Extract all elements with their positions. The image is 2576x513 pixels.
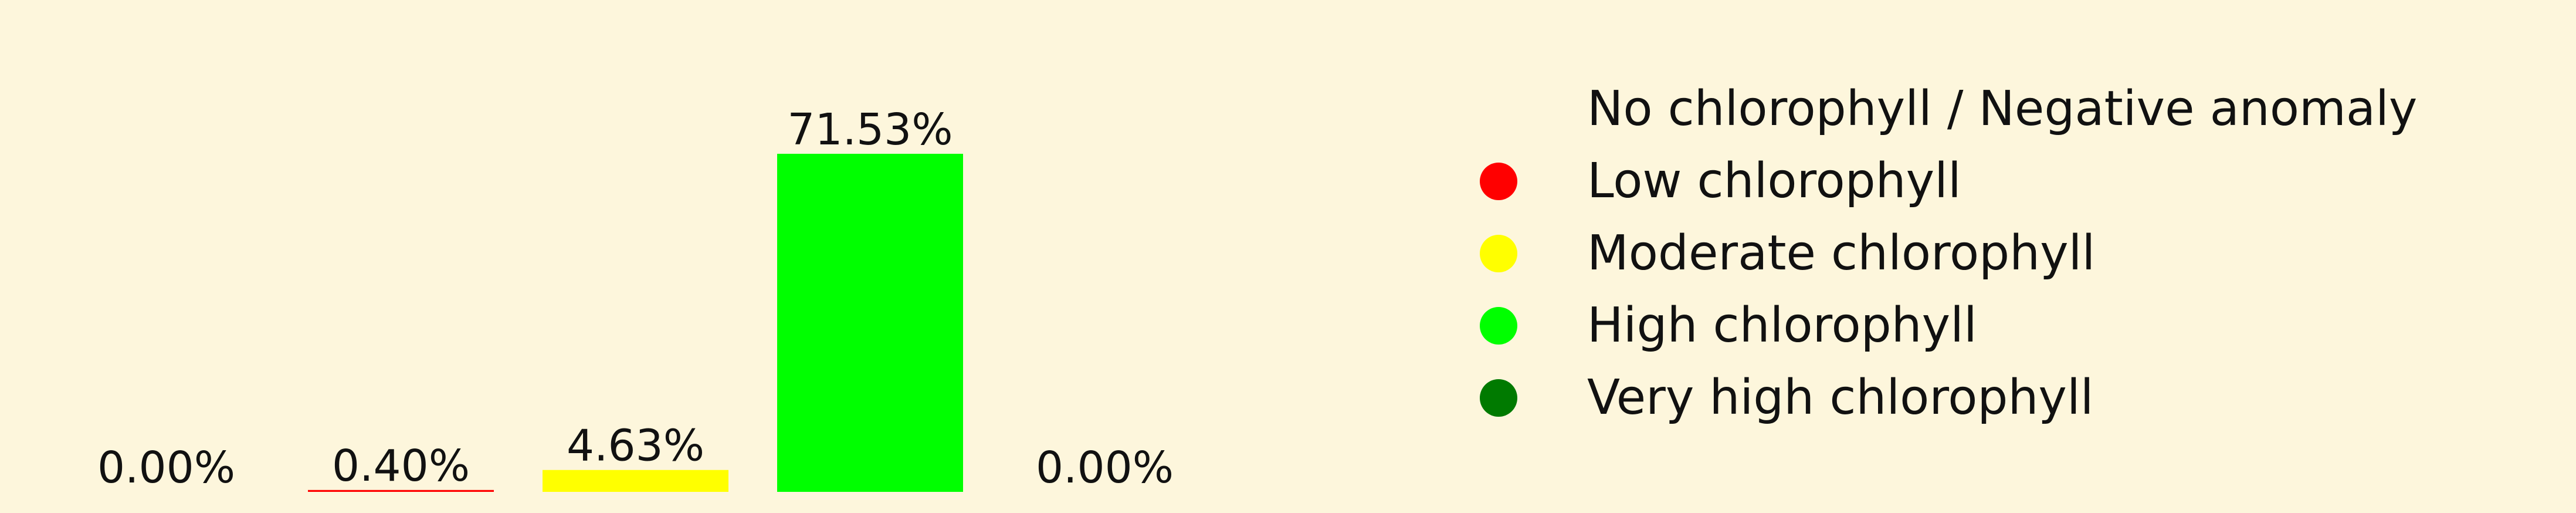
legend-swatch-1 bbox=[1480, 163, 1517, 200]
legend-label-2: Moderate chlorophyll bbox=[1587, 225, 2095, 281]
value-label-4: 0.00% bbox=[1036, 443, 1174, 493]
value-label-3: 71.53% bbox=[787, 104, 953, 155]
legend-swatch-2 bbox=[1480, 235, 1517, 272]
legend: No chlorophyll / Negative anomaly Low chl… bbox=[1480, 81, 2417, 426]
value-label-0: 0.00% bbox=[97, 443, 235, 493]
value-label-1: 0.40% bbox=[332, 441, 470, 491]
legend-swatch-0 bbox=[1480, 90, 1517, 128]
legend-swatch-4 bbox=[1480, 379, 1517, 417]
legend-label-3: High chlorophyll bbox=[1587, 298, 1977, 353]
legend-label-1: Low chlorophyll bbox=[1587, 153, 1961, 209]
value-labels-layer: 0.00% 0.40% 4.63% 71.53% 0.00% bbox=[97, 104, 1174, 493]
legend-label-0: No chlorophyll / Negative anomaly bbox=[1587, 81, 2417, 137]
legend-label-4: Very high chlorophyll bbox=[1587, 370, 2094, 426]
bar-1 bbox=[308, 490, 494, 492]
bar-3 bbox=[777, 154, 963, 492]
legend-swatch-3 bbox=[1480, 307, 1517, 345]
bar-2 bbox=[543, 470, 728, 492]
value-label-2: 4.63% bbox=[567, 421, 704, 471]
bars-layer bbox=[308, 154, 963, 492]
